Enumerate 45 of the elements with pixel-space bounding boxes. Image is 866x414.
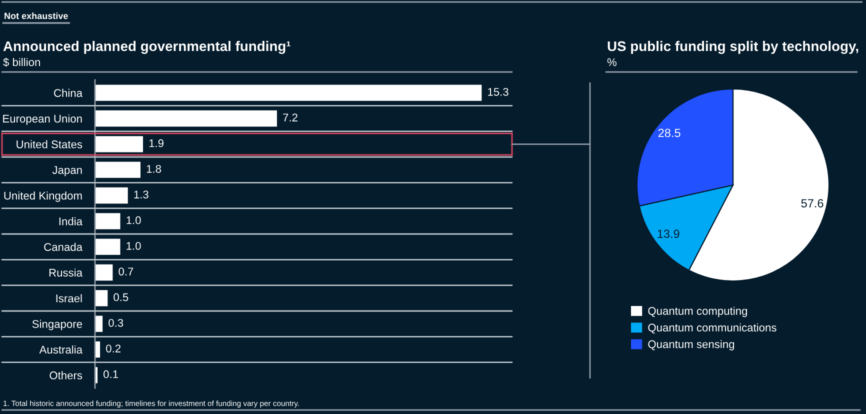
chart-title: US public funding split by technology, <box>608 40 858 54</box>
y-tick-label: European Union <box>3 114 82 125</box>
data-label: 0.2 <box>106 344 120 352</box>
y-tick-label: Russia <box>49 268 82 277</box>
bar <box>95 238 120 255</box>
data-label: 1.0 <box>126 242 141 250</box>
data-label: 57.6 <box>801 199 824 208</box>
legend-label: Quantum sensing <box>648 340 734 350</box>
y-tick-label: United Kingdom <box>4 191 82 202</box>
data-label: 0.3 <box>108 318 124 327</box>
y-tick-label: India <box>59 217 82 226</box>
chart-subtitle: % <box>607 58 616 66</box>
data-label: 1.3 <box>134 190 148 198</box>
y-tick-label: Canada <box>44 242 82 251</box>
data-label: 15.3 <box>488 88 508 96</box>
y-tick-label: Israel <box>56 294 82 302</box>
bar <box>95 264 113 281</box>
y-tick-label: Australia <box>39 345 82 354</box>
data-label: 0.1 <box>104 370 118 378</box>
text: Not exhaustive <box>4 12 68 20</box>
y-tick-label: Japan <box>52 166 82 176</box>
data-label: 1.9 <box>149 139 164 148</box>
data-label: 0.5 <box>114 293 128 302</box>
legend-label: Quantum communications <box>648 323 776 334</box>
chart-title: Announced planned governmental funding¹ <box>3 40 290 54</box>
y-tick-label: Singapore <box>32 320 82 330</box>
legend-label: Quantum computing <box>648 306 748 318</box>
bar <box>95 316 103 332</box>
bar <box>95 213 120 230</box>
data-label: 0.7 <box>118 268 134 276</box>
y-tick-label: China <box>54 88 82 97</box>
bar <box>95 290 108 306</box>
y-tick-label: Others <box>50 371 82 380</box>
bar <box>95 136 144 152</box>
bar <box>95 187 128 204</box>
data-label: 1.0 <box>126 216 141 224</box>
bar <box>95 84 482 101</box>
data-label: 7.2 <box>283 114 298 122</box>
y-tick-label: United States <box>16 140 82 148</box>
data-label: 13.9 <box>658 230 680 238</box>
chart-subtitle: $ billion <box>3 58 40 67</box>
data-label: 28.5 <box>658 128 680 138</box>
data-label: 1.8 <box>146 164 162 173</box>
bar <box>95 162 140 178</box>
bar <box>95 110 277 127</box>
